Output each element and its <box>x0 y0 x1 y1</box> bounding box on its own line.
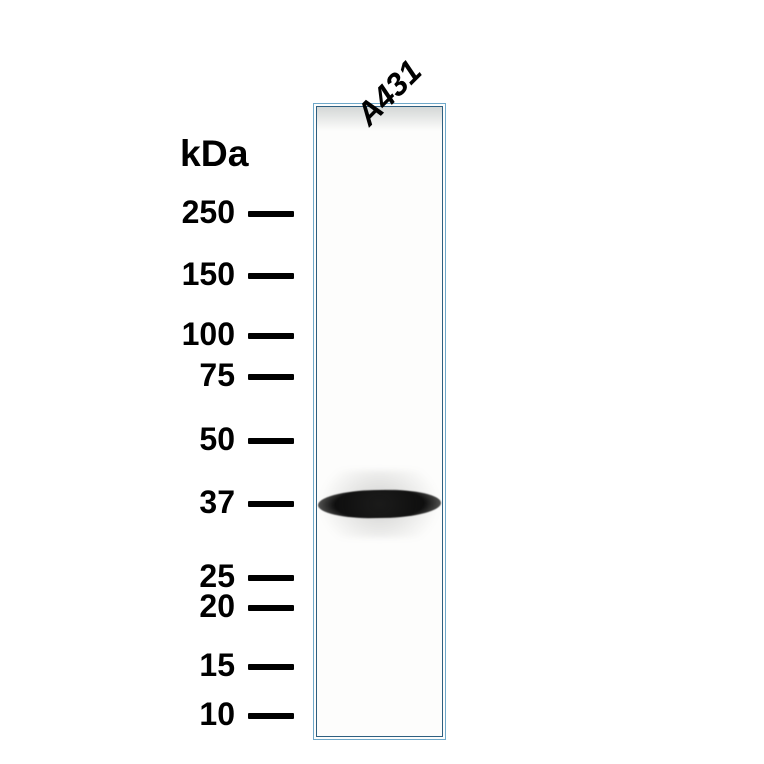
mw-label-37: 37 <box>199 484 235 521</box>
mw-label-50: 50 <box>199 421 235 458</box>
band-halo-37 <box>318 470 441 537</box>
mw-tick-20 <box>248 605 294 611</box>
mw-label-10: 10 <box>199 696 235 733</box>
mw-tick-50 <box>248 438 294 444</box>
mw-tick-10 <box>248 713 294 719</box>
mw-tick-100 <box>248 333 294 339</box>
mw-tick-37 <box>248 501 294 507</box>
mw-tick-15 <box>248 664 294 670</box>
mw-tick-25 <box>248 575 294 581</box>
mw-tick-75 <box>248 374 294 380</box>
kda-heading: kDa <box>180 132 248 175</box>
lane-box <box>313 103 446 740</box>
mw-label-150: 150 <box>182 256 235 293</box>
mw-label-250: 250 <box>182 194 235 231</box>
lane-inner <box>313 103 446 740</box>
blot-figure: kDa 25015010075503725201510 A431 <box>0 0 764 764</box>
mw-tick-250 <box>248 211 294 217</box>
mw-label-75: 75 <box>199 357 235 394</box>
mw-label-15: 15 <box>199 647 235 684</box>
mw-tick-150 <box>248 273 294 279</box>
mw-label-20: 20 <box>199 588 235 625</box>
mw-label-100: 100 <box>182 316 235 353</box>
